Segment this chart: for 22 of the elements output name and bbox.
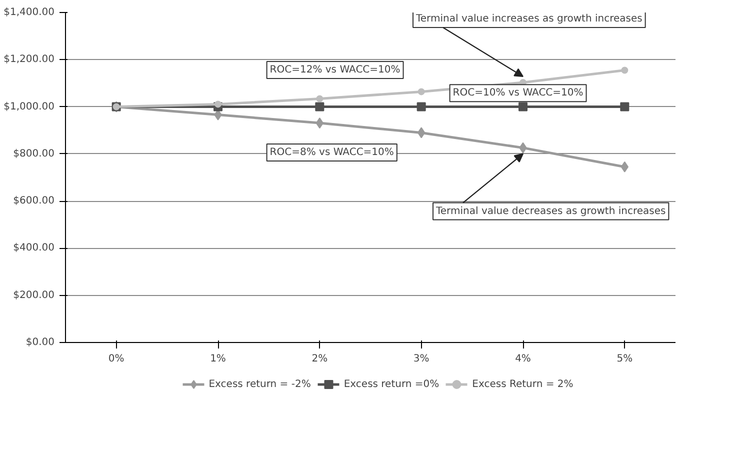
y-tick-label: $800.00 — [13, 148, 55, 160]
y-tick-label: $1,000.00 — [4, 101, 55, 112]
y-tick-label: $400.00 — [13, 242, 55, 254]
annotation: Terminal value increases as growth increases — [415, 14, 642, 25]
y-tick-label: $200.00 — [13, 290, 55, 301]
legend-label: Excess Return = 2% — [472, 378, 574, 390]
x-tick-label: 1% — [210, 354, 226, 364]
y-tick-label: $1,200.00 — [4, 54, 55, 66]
legend-label: Excess return = -2% — [208, 378, 311, 390]
x-tick-label: 2% — [312, 354, 328, 364]
x-tick-label: 5% — [616, 354, 633, 364]
x-tick-label: 0% — [108, 354, 124, 364]
x-tick-label: 4% — [515, 354, 531, 364]
y-tick-label: $1,400.00 — [4, 7, 55, 18]
annotation: ROC=10% vs WACC=10% — [452, 88, 584, 99]
y-tick-label: $0.00 — [26, 337, 55, 348]
x-tick-label: 3% — [413, 354, 430, 364]
annotation: Terminal value decreases as growth increases — [435, 206, 666, 217]
legend-label: Excess return =0% — [344, 378, 440, 390]
annotation: ROC=12% vs WACC=10% — [270, 64, 400, 76]
annotation: ROC=8% vs WACC=10% — [270, 147, 394, 158]
y-tick-label: $600.00 — [13, 196, 55, 207]
